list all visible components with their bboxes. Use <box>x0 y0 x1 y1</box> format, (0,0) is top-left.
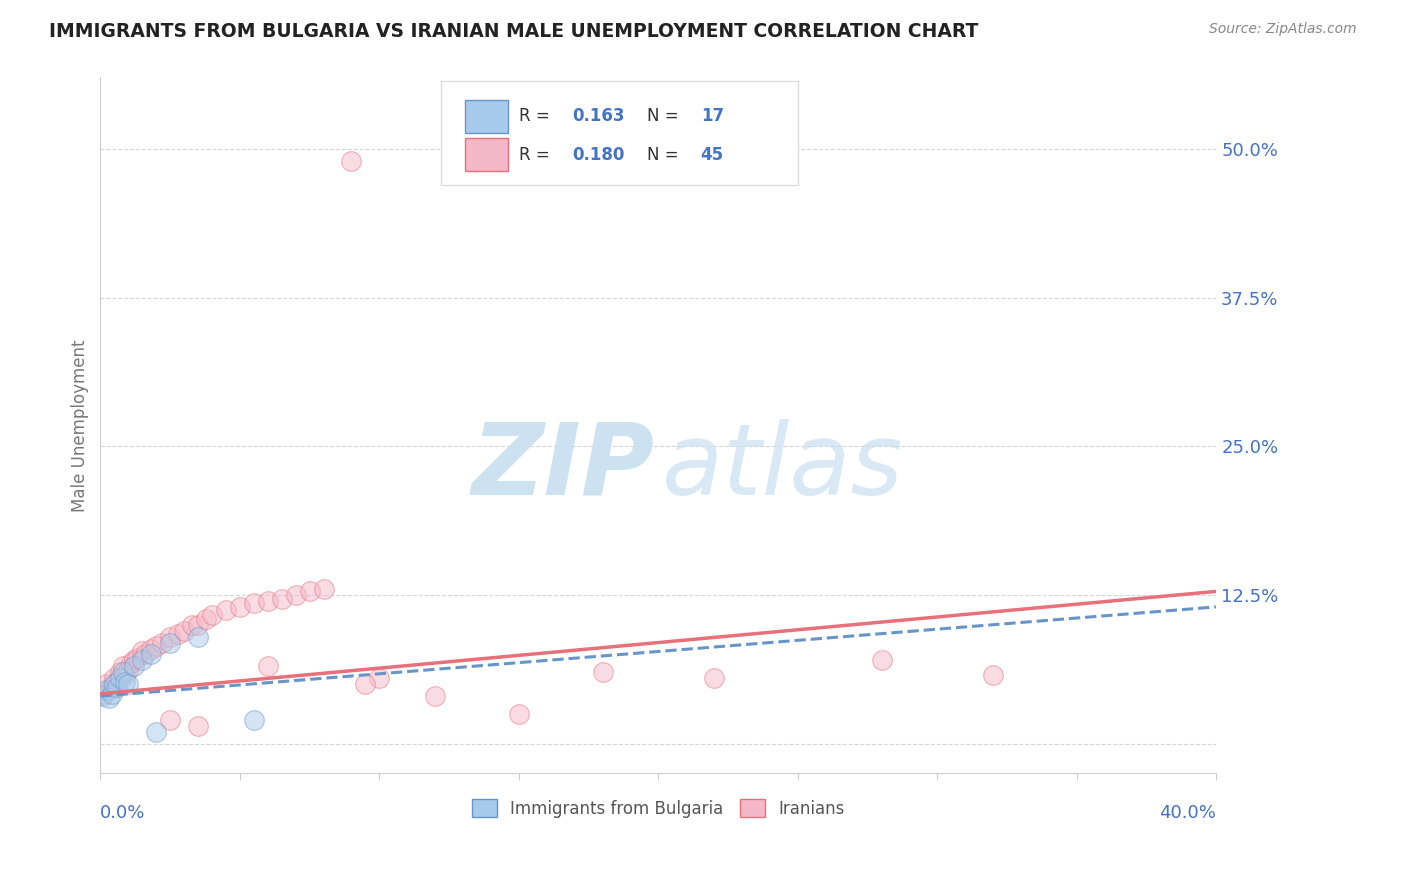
Point <box>423 689 446 703</box>
Point <box>215 603 238 617</box>
Point <box>131 644 153 658</box>
Point <box>105 680 128 694</box>
Text: Source: ZipAtlas.com: Source: ZipAtlas.com <box>1209 22 1357 37</box>
Point <box>159 713 181 727</box>
Point <box>145 724 167 739</box>
Text: 17: 17 <box>700 107 724 126</box>
Legend: Immigrants from Bulgaria, Iranians: Immigrants from Bulgaria, Iranians <box>465 793 852 824</box>
Point <box>91 689 114 703</box>
Point <box>134 648 156 662</box>
Text: N =: N = <box>647 145 685 164</box>
Point <box>131 653 153 667</box>
Text: IMMIGRANTS FROM BULGARIA VS IRANIAN MALE UNEMPLOYMENT CORRELATION CHART: IMMIGRANTS FROM BULGARIA VS IRANIAN MALE… <box>49 22 979 41</box>
Text: N =: N = <box>647 107 685 126</box>
Point <box>195 612 218 626</box>
Point <box>100 687 122 701</box>
Point <box>91 687 114 701</box>
Point <box>159 635 181 649</box>
Point <box>150 635 173 649</box>
Point <box>108 671 131 685</box>
Point <box>120 656 142 670</box>
Point <box>298 584 321 599</box>
Text: 45: 45 <box>700 145 724 164</box>
Point <box>111 659 134 673</box>
Point <box>97 683 120 698</box>
FancyBboxPatch shape <box>465 138 508 171</box>
Point <box>108 665 131 680</box>
Point <box>981 667 1004 681</box>
Point <box>139 648 162 662</box>
Point <box>592 665 614 680</box>
Point <box>256 659 278 673</box>
Point <box>125 651 148 665</box>
Text: 0.0%: 0.0% <box>100 804 146 822</box>
Point <box>114 674 136 689</box>
Text: atlas: atlas <box>662 418 903 516</box>
Point <box>508 706 530 721</box>
Point <box>229 599 252 614</box>
Point <box>354 677 377 691</box>
Point <box>187 719 209 733</box>
Point <box>173 624 195 638</box>
Point <box>111 665 134 680</box>
Point <box>122 653 145 667</box>
Point <box>256 594 278 608</box>
Point <box>187 630 209 644</box>
Point <box>97 691 120 706</box>
FancyBboxPatch shape <box>440 81 797 186</box>
Point <box>340 153 363 168</box>
Point <box>94 677 117 691</box>
Point <box>103 677 125 691</box>
FancyBboxPatch shape <box>465 100 508 133</box>
Text: 0.180: 0.180 <box>572 145 624 164</box>
Point <box>117 677 139 691</box>
Point <box>159 630 181 644</box>
Text: 0.163: 0.163 <box>572 107 624 126</box>
Point <box>103 671 125 685</box>
Text: R =: R = <box>519 107 555 126</box>
Point <box>201 608 224 623</box>
Text: R =: R = <box>519 145 555 164</box>
Point <box>167 627 190 641</box>
Point <box>368 671 391 685</box>
Point <box>100 680 122 694</box>
Point <box>187 617 209 632</box>
Point <box>284 588 307 602</box>
Point <box>122 659 145 673</box>
Point <box>243 596 266 610</box>
Point <box>117 663 139 677</box>
Text: ZIP: ZIP <box>472 418 655 516</box>
Point <box>243 713 266 727</box>
Point <box>105 674 128 689</box>
Point <box>181 617 204 632</box>
Y-axis label: Male Unemployment: Male Unemployment <box>72 339 89 512</box>
Point <box>270 591 292 606</box>
Point <box>145 639 167 653</box>
Point <box>703 671 725 685</box>
Point <box>870 653 893 667</box>
Text: 40.0%: 40.0% <box>1160 804 1216 822</box>
Point <box>94 683 117 698</box>
Point <box>139 641 162 656</box>
Point <box>312 582 335 596</box>
Point <box>114 667 136 681</box>
